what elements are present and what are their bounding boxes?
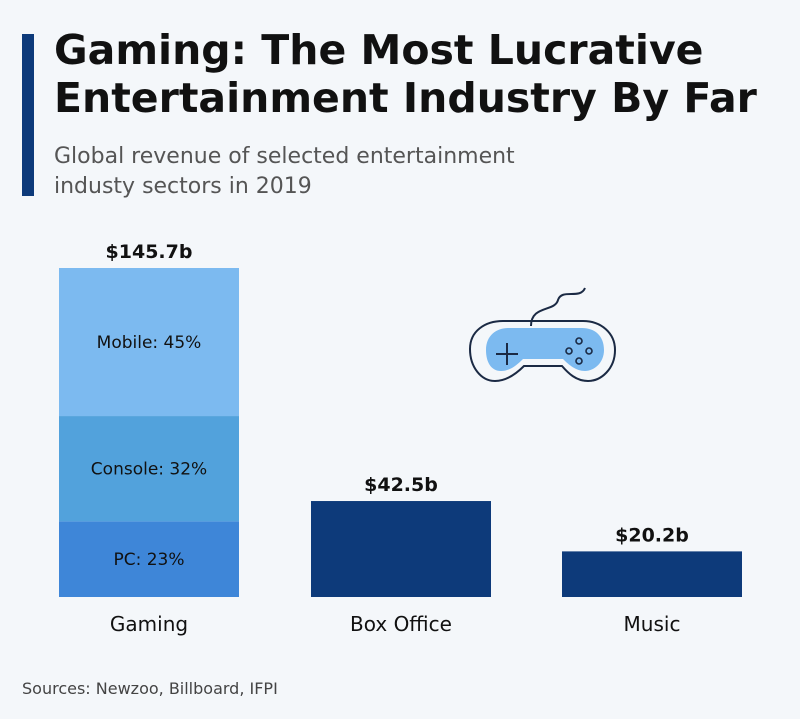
segment-label-console: Console: 32% [91, 460, 207, 480]
chart-title-line-1: Gaming: The Most Lucrative [54, 26, 704, 74]
bar-box-office [311, 501, 491, 597]
bar-segment-pc [59, 521, 239, 597]
segment-label-pc: PC: 23% [113, 550, 184, 570]
bars-group: PC: 23% Console: 32% Mobile: 45% $145.7b Gam… [59, 241, 742, 636]
gamepad-icon [468, 287, 617, 383]
category-label-gaming: Gaming [110, 612, 188, 636]
chart-subtitle-line-1: Global revenue of selected entertainment [54, 144, 515, 169]
chart-subtitle: Global revenue of selected entertainment… [54, 142, 674, 202]
chart-title: Gaming: The Most Lucrative Entertainment… [54, 26, 774, 122]
bar-segment-console [59, 416, 239, 522]
chart-subtitle-line-2: industy sectors in 2019 [54, 174, 312, 199]
chart-title-line-2: Entertainment Industry By Far [54, 74, 757, 122]
accent-bar [22, 34, 34, 196]
source-note: Sources: Newzoo, Billboard, IFPI [22, 679, 278, 698]
bar-segment-mobile [59, 268, 239, 417]
category-label-box-office: Box Office [350, 612, 452, 636]
value-label-gaming: $145.7b [106, 241, 193, 263]
category-label-music: Music [624, 612, 681, 636]
bar-music [562, 551, 742, 597]
value-label-music: $20.2b [615, 524, 689, 546]
segment-label-mobile: Mobile: 45% [97, 333, 202, 353]
value-label-box-office: $42.5b [364, 474, 438, 496]
